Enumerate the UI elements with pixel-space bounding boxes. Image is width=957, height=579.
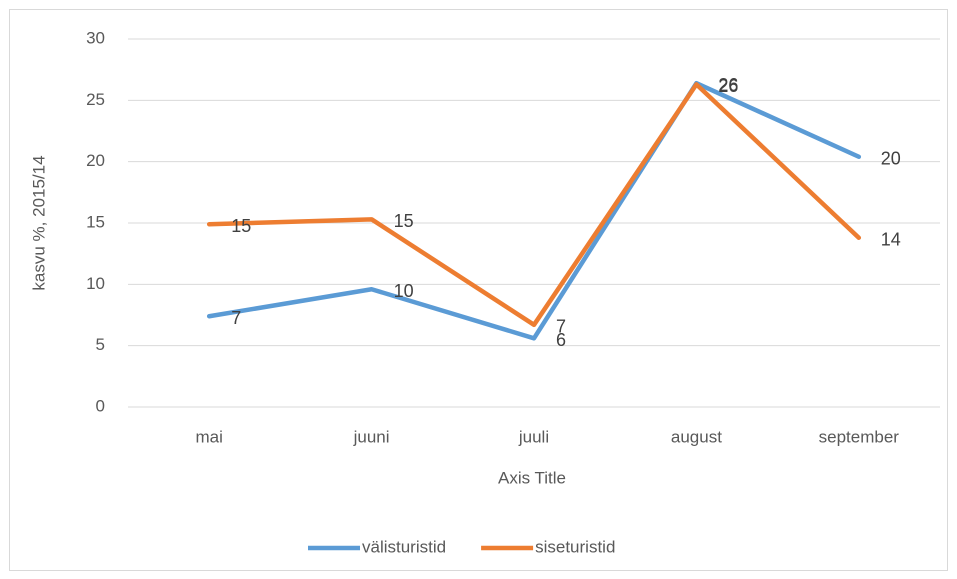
legend-label: siseturistid: [535, 537, 615, 556]
x-tick-label: august: [671, 427, 722, 446]
y-tick-label: 10: [86, 274, 105, 293]
y-tick-label: 30: [86, 28, 105, 47]
data-label: 15: [394, 211, 414, 231]
data-label: 7: [556, 317, 566, 337]
data-label: 6: [556, 330, 566, 350]
data-label: 26: [718, 76, 738, 96]
data-label: 15: [231, 216, 251, 236]
y-tick-label: 0: [96, 396, 105, 415]
y-axis-title: kasvu %, 2015/14: [29, 155, 48, 290]
y-tick-label: 15: [86, 212, 105, 231]
x-tick-label: september: [819, 427, 900, 446]
data-label: 14: [881, 229, 901, 249]
data-label: 10: [394, 281, 414, 301]
x-tick-label: juuli: [518, 427, 549, 446]
x-tick-label: mai: [195, 427, 222, 446]
data-label: 20: [881, 149, 901, 169]
data-label: 7: [231, 308, 241, 328]
y-tick-label: 25: [86, 90, 105, 109]
series-line: [206, 82, 862, 328]
data-label: 26: [718, 75, 738, 95]
y-tick-label: 20: [86, 151, 105, 170]
series-line: [206, 80, 862, 341]
legend-label: välisturistid: [362, 537, 446, 556]
x-tick-label: juuni: [353, 427, 390, 446]
y-tick-label: 5: [96, 335, 105, 354]
x-axis-title: Axis Title: [498, 468, 566, 487]
